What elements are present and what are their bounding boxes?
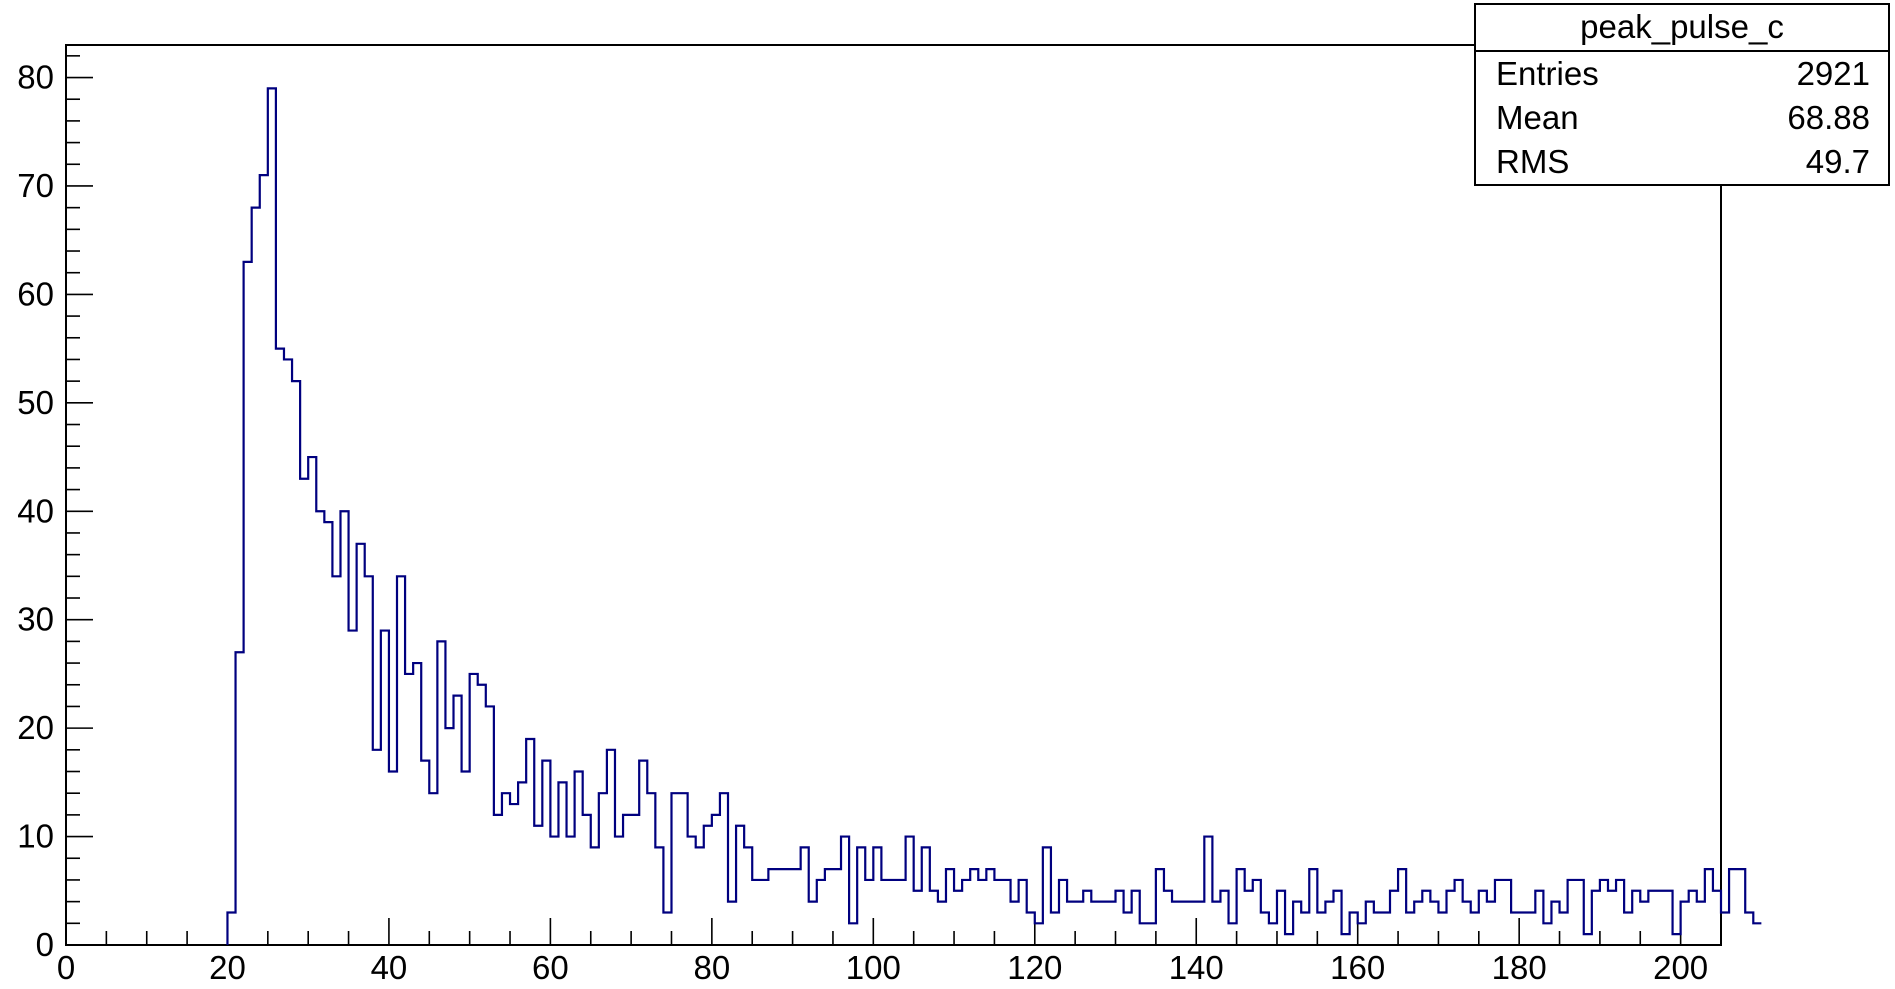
y-tick-label: 40 [17, 492, 54, 529]
x-tick-label: 60 [532, 949, 569, 986]
stats-box-frame [1474, 3, 1890, 186]
x-tick-label: 100 [846, 949, 901, 986]
stats-entries-label: Entries [1496, 55, 1599, 92]
stats-rms-label: RMS [1496, 143, 1569, 180]
y-tick-label: 20 [17, 709, 54, 746]
y-tick-label: 10 [17, 818, 54, 855]
x-tick-label: 160 [1330, 949, 1385, 986]
stats-box-title: peak_pulse_c [1580, 8, 1784, 45]
stats-rms-value: 49.7 [1806, 143, 1870, 180]
y-tick-label: 0 [36, 926, 54, 963]
x-tick-label: 180 [1492, 949, 1547, 986]
y-tick-label: 50 [17, 384, 54, 421]
x-tick-label: 140 [1169, 949, 1224, 986]
x-tick-label: 120 [1007, 949, 1062, 986]
y-tick-label: 70 [17, 167, 54, 204]
x-tick-label: 0 [57, 949, 75, 986]
stats-box: peak_pulse_c Entries 2921 Mean 68.88 RMS… [1474, 3, 1890, 186]
x-tick-label: 80 [693, 949, 730, 986]
y-tick-label: 60 [17, 275, 54, 312]
histogram-line [226, 87, 1762, 945]
y-tick-label: 30 [17, 601, 54, 638]
plot-frame [65, 44, 1722, 946]
x-axis: 0 20 40 60 80 100 120 140 160 180 200 [57, 918, 1722, 986]
x-tick-label: 40 [371, 949, 408, 986]
stats-entries-value: 2921 [1797, 55, 1870, 92]
stats-mean-value: 68.88 [1787, 99, 1870, 136]
y-axis: 0 10 20 30 40 50 60 70 80 [17, 55, 93, 963]
x-tick-label: 20 [209, 949, 246, 986]
stats-mean-label: Mean [1496, 99, 1579, 136]
x-tick-label: 200 [1653, 949, 1708, 986]
y-tick-label: 80 [17, 59, 54, 96]
